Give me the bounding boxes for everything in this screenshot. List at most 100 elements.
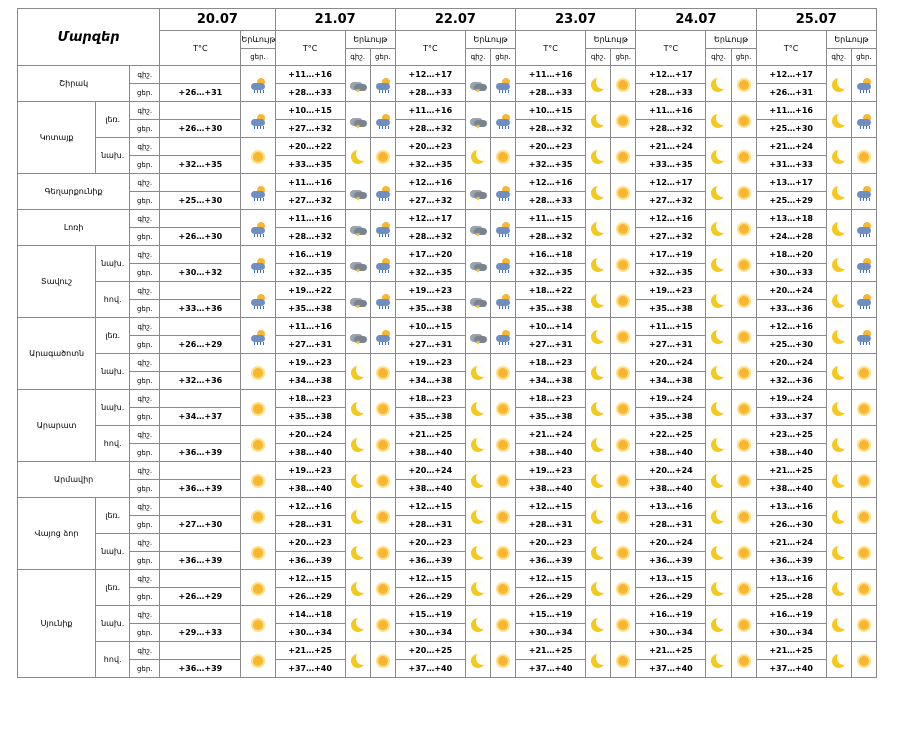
temperature: +18…+22 [515, 281, 587, 300]
temperature: +28…+32 [635, 119, 707, 138]
temperature: +19…+23 [274, 353, 346, 372]
weather-icon-cell [825, 353, 852, 390]
condition-header: Երևույթ [585, 30, 637, 49]
moon-icon [587, 473, 609, 489]
weather-icon-cell [585, 101, 612, 138]
sun-icon [372, 401, 394, 417]
moon-icon [707, 221, 729, 237]
region-name: Սյունիք [16, 569, 97, 678]
temperature: +38…+40 [635, 479, 707, 498]
forecast-row: նախ. գիշ. +20…+22 +20…+23 +20…+23 +21…+24 +21…… [18, 137, 878, 174]
temperature: +30…+34 [274, 623, 346, 642]
temperature: +25…+30 [755, 335, 827, 354]
rain-sun-icon [492, 221, 514, 237]
temperature: +33…+36 [159, 299, 242, 318]
temperature: +29…+33 [159, 623, 242, 642]
moon-icon [828, 437, 850, 453]
weather-icon-cell [585, 605, 612, 642]
weather-icon-cell [240, 533, 276, 570]
forecast-row: Գեղարքունիք գիշ. +11…+16 +12…+16 +12…+16 +12…… [16, 173, 878, 210]
weather-icon-cell [730, 425, 757, 462]
weather-icon-cell [464, 461, 491, 498]
temperature: +11…+16 [274, 317, 346, 336]
temperature: +27…+32 [274, 191, 346, 210]
weather-icon-cell [240, 641, 276, 678]
weather-icon-cell [344, 389, 371, 426]
weather-icon-cell [850, 461, 878, 498]
night-label: գիշ. [129, 353, 161, 372]
weather-icon-cell [825, 569, 852, 606]
weather-icon-cell [240, 605, 276, 642]
subregion-name: լեռ. [95, 497, 131, 534]
weather-icon-cell [464, 245, 491, 282]
temperature: +11…+16 [274, 209, 346, 228]
night-subheader: գիշ. [585, 48, 612, 66]
temperature: +34…+38 [274, 371, 346, 390]
temperature: +18…+20 [755, 245, 827, 264]
temperature: +27…+32 [274, 119, 346, 138]
temperature: +21…+25 [394, 425, 466, 444]
temperature [159, 317, 242, 336]
temperature: +26…+31 [755, 83, 827, 102]
weather-icon-cell [730, 317, 757, 354]
temperature: +36…+39 [635, 551, 707, 570]
temperature: +13…+16 [755, 569, 827, 588]
condition-header: Երևույթ [464, 30, 517, 49]
weather-icon-cell [585, 533, 612, 570]
weather-icon-cell [585, 353, 612, 390]
weather-icon-cell [464, 389, 491, 426]
weather-icon-cell [489, 569, 517, 606]
weather-icon-cell [705, 65, 732, 102]
forecast-row: նախ. գիշ. +20…+23 +20…+23 +20…+23 +20…+24 +21…… [18, 533, 878, 570]
temperature: +35…+38 [394, 407, 466, 426]
sun-icon [612, 365, 634, 381]
rain-sun-icon [853, 221, 875, 237]
weather-icon-cell [610, 173, 637, 210]
weather-icon-cell [825, 317, 852, 354]
moon-icon [347, 509, 369, 525]
weather-icon-cell [464, 317, 491, 354]
day-label: ցեր. [129, 587, 161, 606]
weather-icon-cell [464, 209, 491, 246]
subregion-name: նախ. [95, 353, 131, 390]
sun-icon [247, 509, 269, 525]
forecast-row: Արարատ նախ. գիշ. +18…+23 +18…+23 +18…+23 +19…+… [16, 389, 878, 462]
sun-icon [733, 77, 755, 93]
temperature [159, 533, 242, 552]
temperature: +38…+40 [755, 479, 827, 498]
temperature [159, 353, 242, 372]
weather-icon-cell [610, 605, 637, 642]
sun-icon [733, 581, 755, 597]
temperature: +27…+32 [635, 227, 707, 246]
temperature: +27…+31 [394, 335, 466, 354]
sun-icon [853, 617, 875, 633]
weather-icon-cell [610, 137, 637, 174]
moon-icon [467, 653, 489, 669]
temperature: +11…+16 [274, 65, 346, 84]
forecast-row: հով. գիշ. +20…+24 +21…+25 +21…+24 +22…+25 +23…… [18, 425, 878, 462]
day-label: ցեր. [129, 263, 161, 282]
temperature: +26…+31 [159, 83, 242, 102]
temperature: +28…+33 [515, 83, 587, 102]
temperature: +26…+30 [159, 119, 242, 138]
weather-icon-cell [240, 461, 276, 498]
sun-icon [612, 293, 634, 309]
sun-icon [372, 437, 394, 453]
temperature: +10…+15 [515, 101, 587, 120]
subregion-name: նախ. [95, 533, 131, 570]
temperature: +20…+24 [274, 425, 346, 444]
temperature: +12…+17 [635, 173, 707, 192]
moon-icon [587, 185, 609, 201]
temperature: +19…+23 [394, 281, 466, 300]
weather-icon-cell [344, 101, 371, 138]
temp-header: T°C [394, 30, 466, 66]
moon-icon [828, 581, 850, 597]
sun-icon [733, 653, 755, 669]
rain-sun-icon [492, 185, 514, 201]
temperature: +17…+20 [394, 245, 466, 264]
rain-sun-icon [247, 185, 269, 201]
sun-icon [612, 581, 634, 597]
moon-icon [707, 77, 729, 93]
weather-icon-cell [825, 533, 852, 570]
moon-icon [707, 257, 729, 273]
